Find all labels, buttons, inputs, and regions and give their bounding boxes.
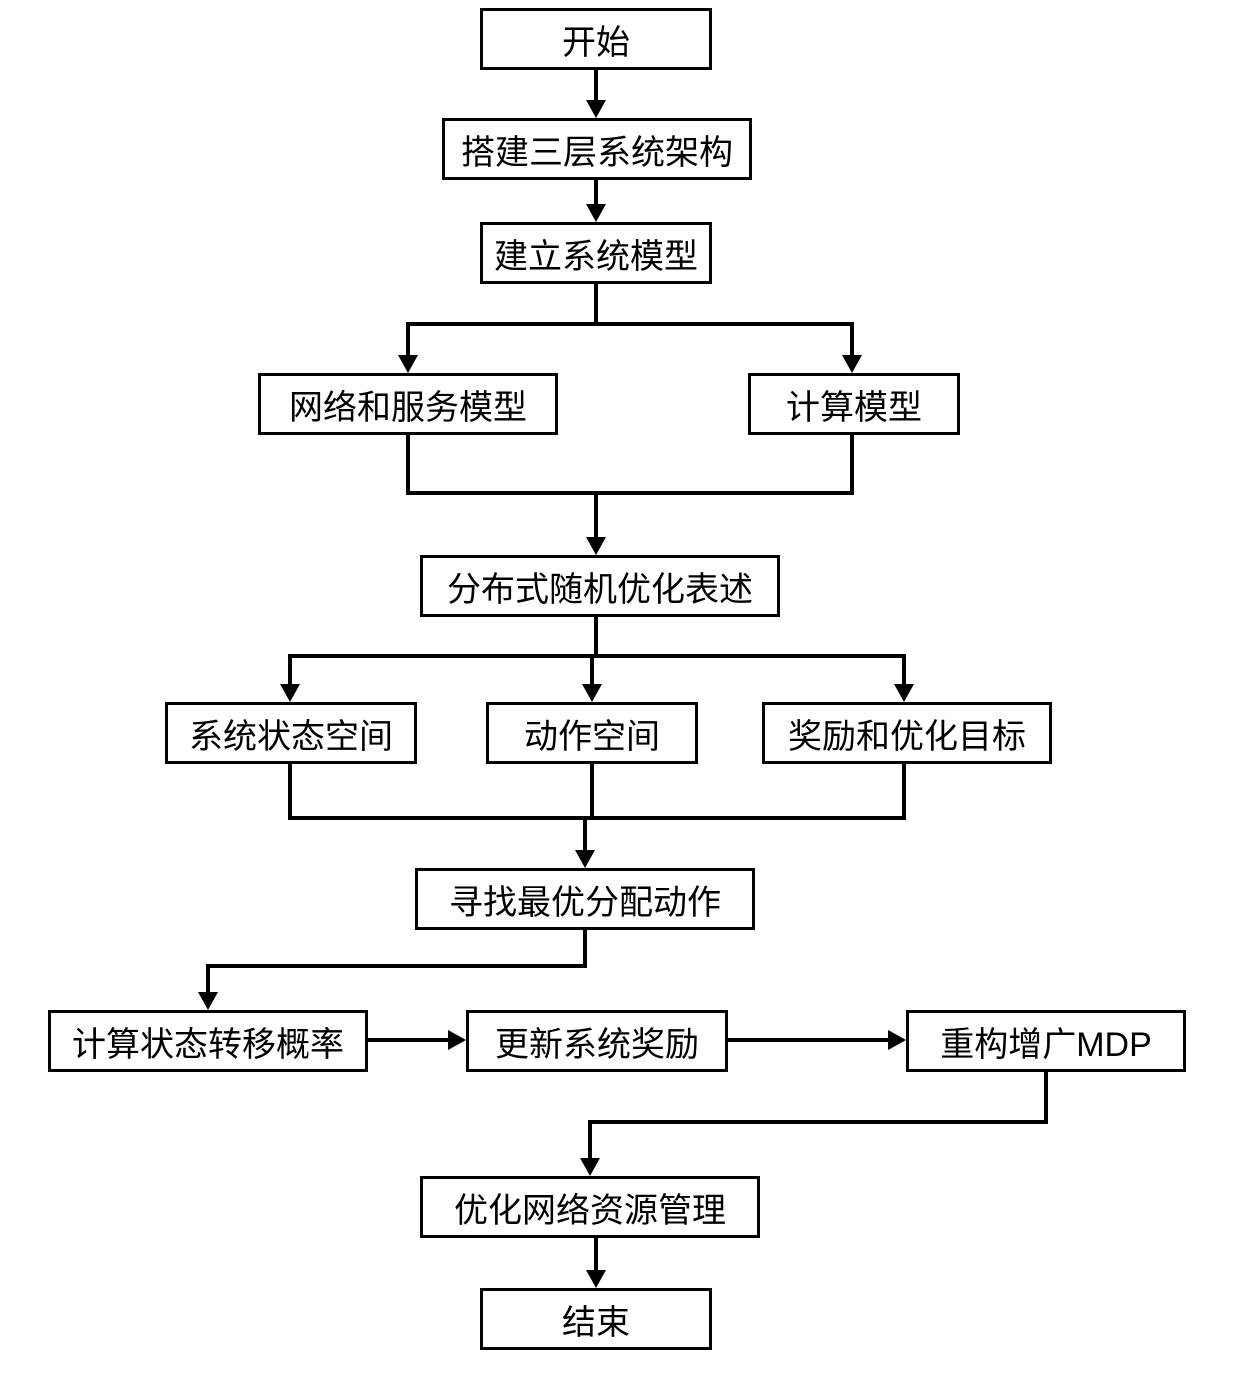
node-net-service: 网络和服务模型 <box>258 373 558 435</box>
edge-line <box>288 654 292 684</box>
node-reward-opt: 奖励和优化目标 <box>762 702 1052 764</box>
node-label: 网络和服务模型 <box>289 380 527 429</box>
node-label: 奖励和优化目标 <box>788 709 1026 758</box>
node-build-arch: 搭建三层系统架构 <box>442 118 752 180</box>
node-start: 开始 <box>480 8 712 70</box>
node-update-reward: 更新系统奖励 <box>466 1010 728 1072</box>
edge-line <box>594 491 598 537</box>
node-sys-model: 建立系统模型 <box>480 222 712 284</box>
arrow-down-icon <box>842 355 862 373</box>
node-label: 搭建三层系统架构 <box>461 125 733 174</box>
arrow-down-icon <box>575 850 595 868</box>
arrow-down-icon <box>586 537 606 555</box>
edge-line <box>850 322 854 355</box>
edge-line <box>588 1120 1048 1124</box>
edge-line <box>288 816 906 820</box>
arrow-right-icon <box>448 1030 466 1050</box>
node-label: 动作空间 <box>524 709 660 758</box>
arrow-down-icon <box>894 684 914 702</box>
edge-line <box>406 322 410 355</box>
arrow-down-icon <box>580 1158 600 1176</box>
edge-line <box>902 764 906 816</box>
node-label: 分布式随机优化表述 <box>447 562 753 611</box>
edge-line <box>583 816 587 850</box>
edge-line <box>368 1038 448 1042</box>
node-label: 建立系统模型 <box>494 229 698 278</box>
arrow-right-icon <box>888 1030 906 1050</box>
edge-line <box>583 930 587 964</box>
node-label: 开始 <box>562 15 630 64</box>
edge-line <box>1044 1072 1048 1120</box>
edge-line <box>590 654 594 684</box>
arrow-down-icon <box>586 100 606 118</box>
edge-line <box>206 964 210 992</box>
node-find-optimal: 寻找最优分配动作 <box>415 868 755 930</box>
edge-line <box>850 435 854 491</box>
node-label: 寻找最优分配动作 <box>449 875 721 924</box>
edge-line <box>288 764 292 816</box>
arrow-down-icon <box>586 204 606 222</box>
node-reconstruct: 重构增广MDP <box>906 1010 1186 1072</box>
node-end: 结束 <box>480 1288 712 1350</box>
arrow-down-icon <box>198 992 218 1010</box>
node-label: 更新系统奖励 <box>495 1017 699 1066</box>
edge-line <box>594 284 598 322</box>
edge-line <box>728 1038 888 1042</box>
edge-line <box>288 654 906 658</box>
arrow-down-icon <box>582 684 602 702</box>
edge-line <box>588 1120 592 1158</box>
edge-line <box>590 764 594 816</box>
edge-line <box>594 70 598 100</box>
edge-line <box>406 491 854 495</box>
edge-line <box>406 435 410 491</box>
node-label: 计算模型 <box>786 380 922 429</box>
node-dist-opt: 分布式随机优化表述 <box>420 555 780 617</box>
edge-line <box>902 654 906 684</box>
node-label: 计算状态转移概率 <box>72 1017 344 1066</box>
node-calc-prob: 计算状态转移概率 <box>48 1010 368 1072</box>
node-label: 结束 <box>562 1295 630 1344</box>
arrow-down-icon <box>586 1270 606 1288</box>
node-action-space: 动作空间 <box>486 702 698 764</box>
node-opt-network: 优化网络资源管理 <box>420 1176 760 1238</box>
node-label: 优化网络资源管理 <box>454 1183 726 1232</box>
arrow-down-icon <box>280 684 300 702</box>
edge-line <box>594 180 598 204</box>
edge-line <box>594 1238 598 1270</box>
edge-line <box>206 964 587 968</box>
arrow-down-icon <box>398 355 418 373</box>
node-state-space: 系统状态空间 <box>165 702 417 764</box>
node-label: 系统状态空间 <box>189 709 393 758</box>
edge-line <box>406 322 854 326</box>
node-label: 重构增广MDP <box>940 1017 1152 1066</box>
edge-line <box>594 617 598 654</box>
node-calc-model: 计算模型 <box>748 373 960 435</box>
